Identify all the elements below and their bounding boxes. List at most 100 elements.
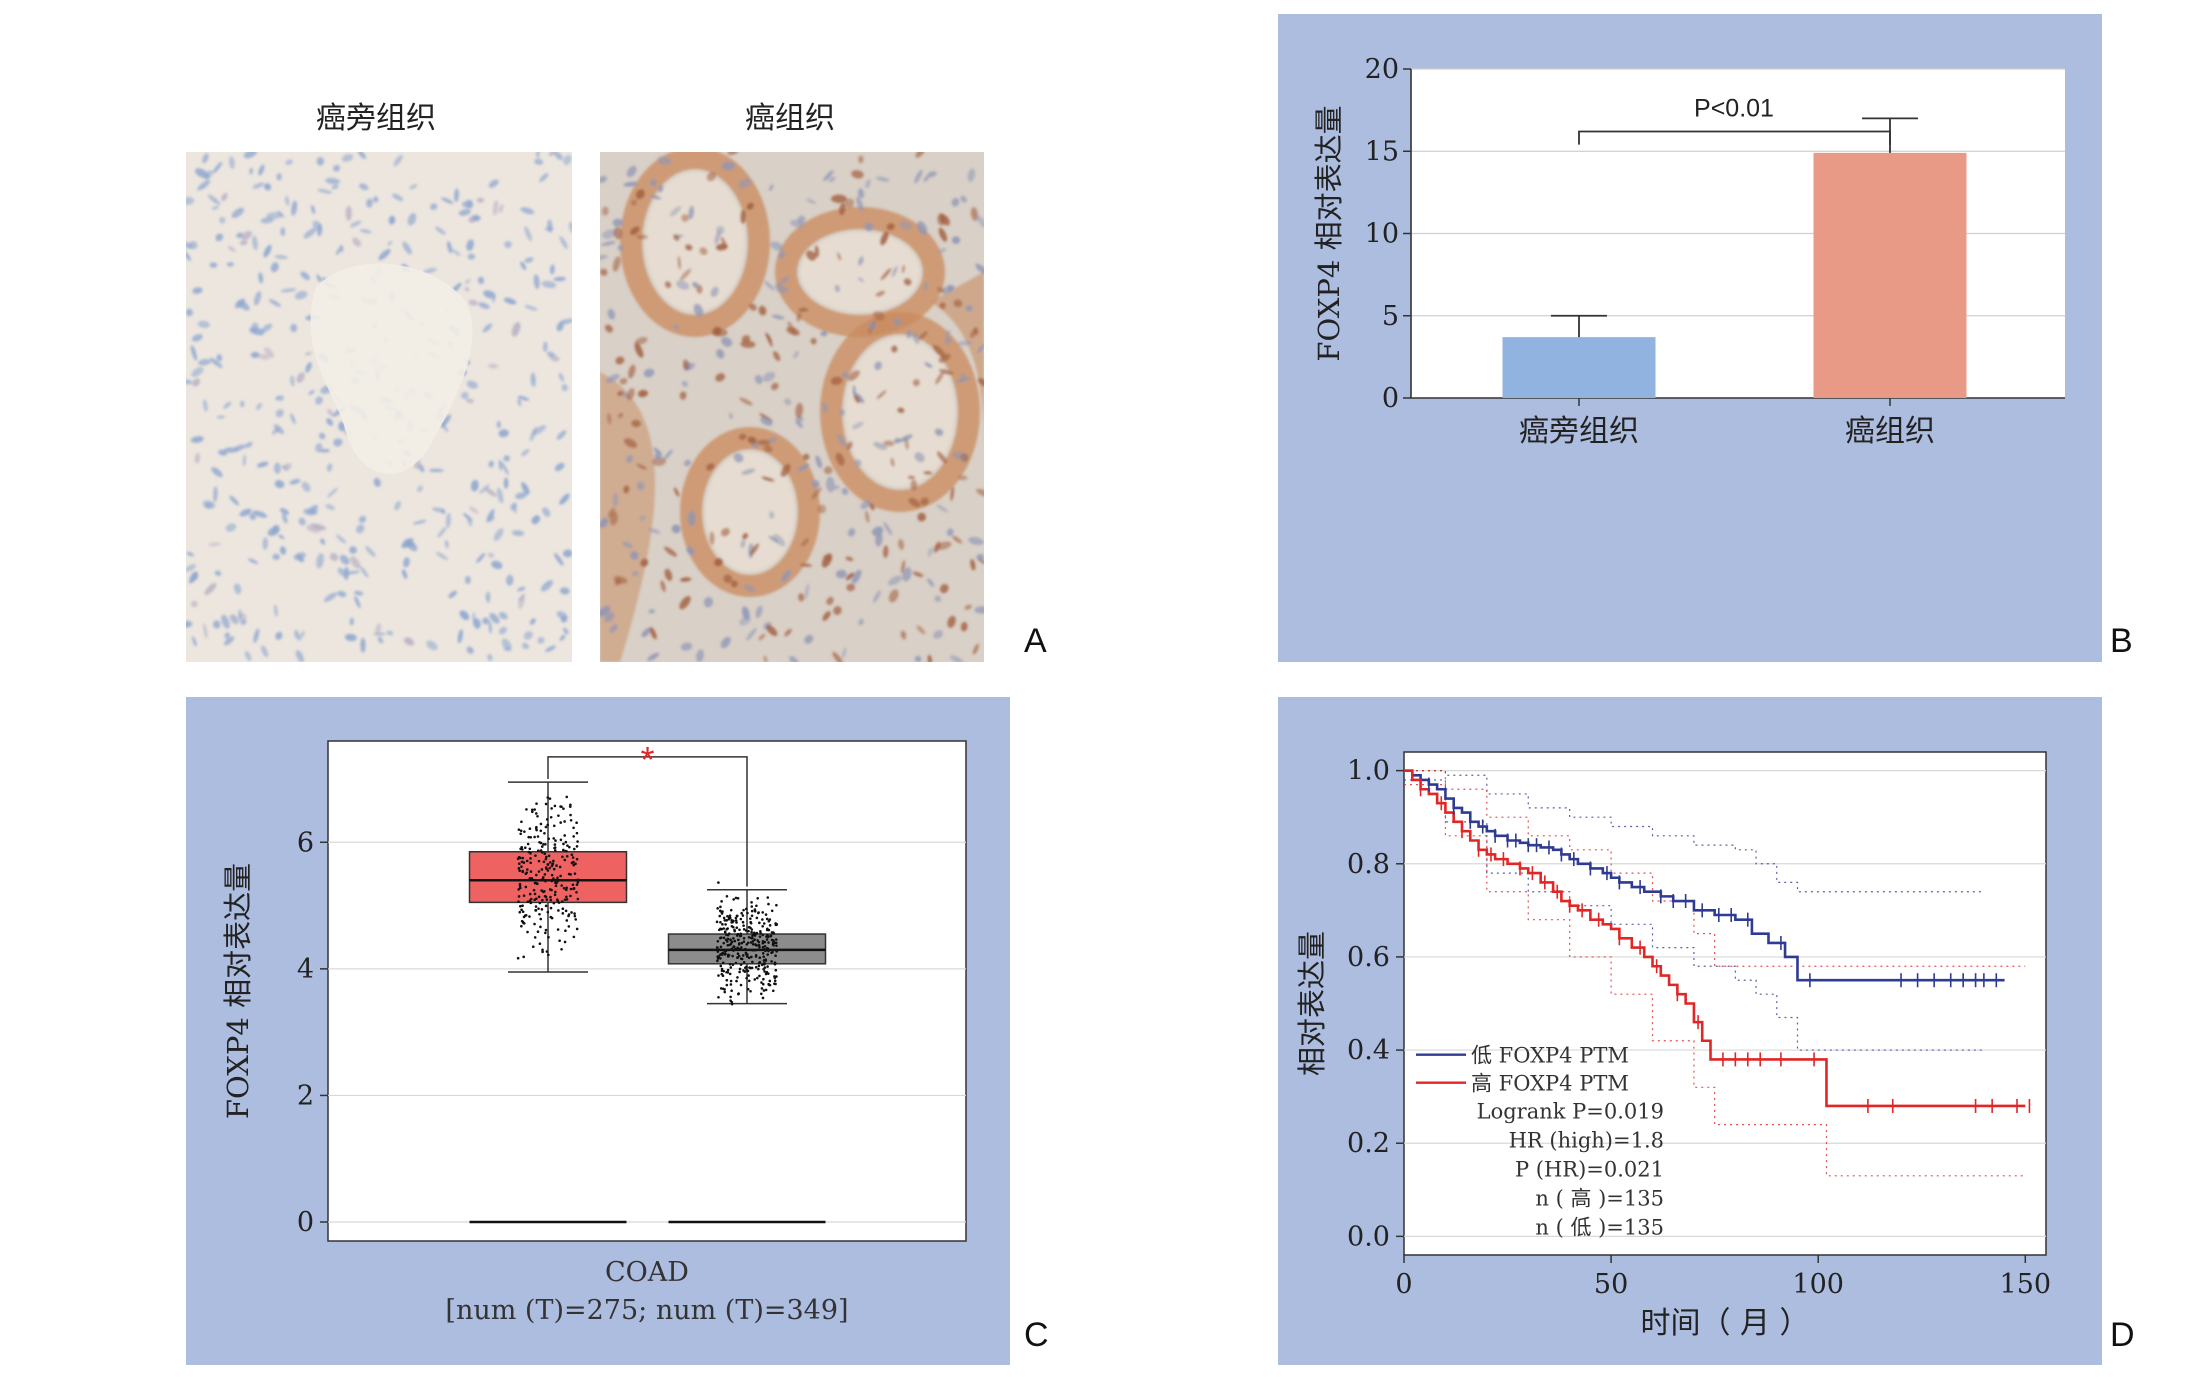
data-point [518, 884, 522, 888]
data-point [764, 959, 768, 962]
nucleus [888, 575, 903, 586]
nucleus-blue [213, 620, 221, 629]
data-point [747, 935, 751, 939]
data-point [538, 942, 542, 946]
nucleus [679, 391, 687, 400]
data-point [731, 963, 735, 967]
data-point [541, 950, 544, 954]
data-point [719, 953, 722, 956]
nucleus [796, 312, 802, 322]
nucleus [853, 394, 861, 404]
data-point [534, 905, 538, 908]
nucleus-blue [392, 193, 404, 202]
nucleus [631, 570, 639, 577]
data-point [573, 912, 576, 915]
data-point [717, 974, 720, 977]
nucleus-blue [366, 198, 373, 208]
data-point [529, 857, 532, 860]
nucleus-blue [202, 153, 209, 164]
data-point [729, 916, 732, 920]
data-point [735, 926, 739, 930]
nucleus-blue [209, 357, 223, 368]
nucleus [977, 377, 984, 387]
data-point [563, 858, 567, 862]
y-tick-label: 0.8 [1347, 849, 1390, 880]
data-point [572, 863, 576, 867]
nucleus [965, 305, 973, 312]
data-point [747, 929, 750, 933]
data-point [775, 923, 779, 926]
data-point [549, 906, 553, 910]
nucleus [766, 333, 773, 347]
nucleus [901, 560, 906, 574]
data-point [524, 913, 528, 917]
nucleus-blue [506, 574, 514, 586]
data-point [754, 943, 757, 946]
nucleus-blue [224, 632, 230, 639]
data-point [533, 922, 536, 926]
survival-line [1404, 769, 2026, 1108]
data-point [729, 983, 733, 986]
data-point [569, 813, 572, 817]
data-point [717, 881, 720, 884]
nucleus-blue [454, 188, 459, 203]
data-point [528, 892, 532, 896]
data-point [567, 914, 570, 918]
nucleus [923, 174, 930, 182]
nucleus [679, 596, 691, 610]
stroma-stain [600, 372, 655, 662]
nucleus-blue [300, 271, 310, 280]
data-point [537, 870, 541, 873]
nucleus-blue [489, 612, 500, 624]
nucleus-blue [186, 196, 195, 205]
nucleus [892, 317, 903, 327]
nucleus [860, 500, 871, 510]
y-tick-label: 20 [1365, 54, 1399, 85]
nucleus-blue [243, 152, 258, 159]
nucleus-blue [554, 462, 565, 472]
nucleus [617, 244, 624, 251]
data-point [561, 907, 565, 911]
data-point [539, 829, 543, 833]
nucleus [779, 275, 790, 285]
nucleus [601, 229, 617, 239]
data-point [572, 887, 575, 891]
data-point [770, 938, 774, 942]
data-point [767, 982, 770, 986]
y-tick-label: 0.2 [1347, 1128, 1390, 1159]
nucleus-blue [257, 354, 270, 360]
nucleus [873, 310, 885, 321]
data-point [719, 945, 723, 949]
data-point [525, 859, 529, 863]
nucleus [916, 625, 926, 635]
nucleus-blue [378, 248, 391, 261]
data-point [758, 945, 761, 949]
nucleus-blue [545, 645, 556, 653]
nucleus-blue [503, 297, 517, 305]
nucleus [976, 488, 984, 497]
nucleus-blue [282, 513, 288, 524]
nucleus-blue [273, 462, 281, 474]
data-point [545, 818, 549, 821]
data-point [576, 897, 580, 901]
nucleus [839, 202, 846, 216]
data-point [717, 995, 720, 999]
nucleus [937, 213, 946, 226]
data-point [725, 978, 729, 982]
data-point [761, 941, 765, 945]
data-point [523, 846, 527, 849]
data-point [572, 935, 576, 939]
data-point [539, 917, 543, 921]
nucleus-blue [546, 351, 555, 357]
nucleus-blue [306, 524, 322, 533]
nucleus [747, 436, 757, 444]
nucleus [605, 373, 620, 383]
nucleus-blue [203, 399, 208, 412]
nucleus-blue [262, 537, 269, 550]
data-point [754, 965, 758, 969]
nucleus-blue [298, 517, 306, 526]
nucleus-blue [468, 299, 478, 306]
data-point [726, 971, 730, 974]
data-point [771, 931, 775, 934]
data-point [728, 972, 732, 976]
